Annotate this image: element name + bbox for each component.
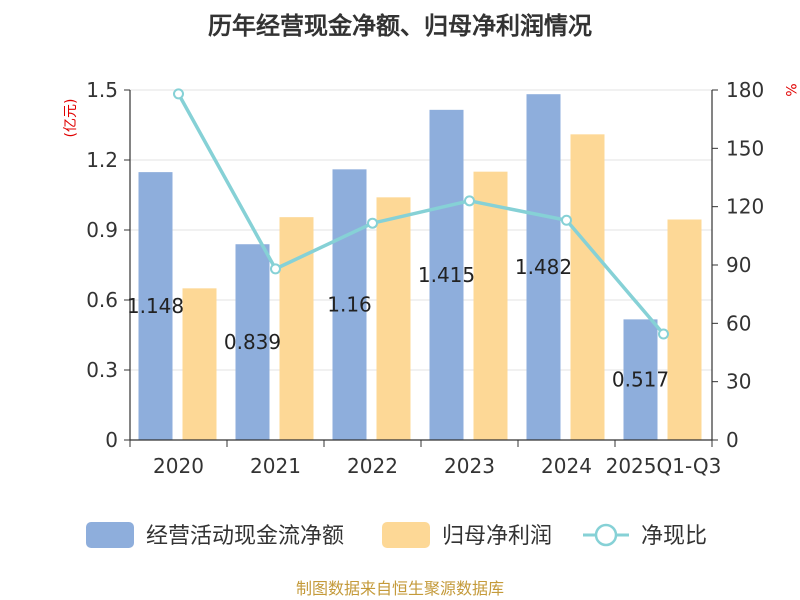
bar-value-label: 1.16 — [327, 293, 372, 317]
bar — [667, 219, 702, 440]
bar — [182, 288, 217, 440]
bar — [376, 197, 411, 440]
bar-value-label: 1.148 — [127, 294, 184, 318]
bar — [332, 169, 367, 441]
bar — [473, 171, 508, 440]
chart-title: 历年经营现金净额、归母净利润情况 — [208, 12, 592, 40]
x-tick-label: 2025Q1-Q3 — [606, 454, 722, 478]
left-tick-label: 0.6 — [86, 288, 118, 312]
right-tick-label: 30 — [726, 370, 751, 394]
ratio-line — [173, 88, 669, 340]
x-tick-label: 2024 — [541, 454, 592, 478]
bar-value-label: 1.415 — [418, 263, 475, 287]
legend-label-cashflow: 经营活动现金流净额 — [146, 524, 344, 549]
x-tick-label: 2020 — [153, 454, 204, 478]
ratio-point — [561, 214, 572, 226]
axes — [124, 89, 718, 447]
legend-label-ratio: 净现比 — [641, 524, 707, 549]
source-note: 制图数据来自恒生聚源数据库 — [296, 579, 504, 598]
ratio-point — [367, 217, 378, 229]
ratio-point — [658, 328, 669, 340]
bar — [623, 319, 658, 440]
x-tick-label: 2022 — [347, 454, 398, 478]
legend-swatch-cashflow — [86, 522, 134, 548]
tick-labels: 0 0.3 0.6 0.9 1.2 1.5 0 30 60 90 120 150 180 2020 2021… — [86, 78, 764, 478]
bar-value-label: 0.517 — [612, 368, 669, 392]
legend-swatch-profit — [382, 522, 430, 548]
bars — [138, 94, 702, 441]
left-tick-label: 1.2 — [86, 148, 118, 172]
ratio-point — [270, 263, 281, 275]
bar — [429, 109, 464, 440]
bar — [279, 217, 314, 440]
right-tick-label: 150 — [726, 136, 764, 160]
bar — [138, 172, 173, 440]
legend: 经营活动现金流净额 归母净利润 净现比 — [86, 522, 707, 549]
bar — [235, 244, 270, 440]
gridlines — [130, 89, 712, 371]
legend-label-profit: 归母净利润 — [442, 524, 552, 549]
left-axis-unit: (亿元) — [63, 99, 79, 138]
left-tick-label: 0.9 — [86, 218, 118, 242]
bar — [570, 134, 605, 441]
left-tick-label: 0.3 — [86, 358, 118, 382]
right-tick-label: 60 — [726, 311, 751, 335]
bar-value-label: 0.839 — [224, 330, 281, 354]
bar-labels: 1.148 0.839 1.16 1.415 1.482 0.517 — [127, 255, 669, 392]
x-tick-label: 2023 — [444, 454, 495, 478]
ratio-line-path — [176, 93, 665, 336]
left-tick-label: 1.5 — [86, 78, 118, 102]
left-tick-label: 0 — [105, 428, 118, 452]
right-tick-label: 180 — [726, 78, 764, 102]
right-tick-label: 120 — [726, 195, 764, 219]
x-tick-label: 2021 — [250, 454, 301, 478]
ratio-point — [464, 195, 475, 207]
legend-marker-ratio — [594, 523, 618, 547]
right-axis-unit: % — [782, 83, 798, 96]
ratio-point — [173, 88, 184, 100]
bar-value-label: 1.482 — [515, 255, 572, 279]
right-tick-label: 0 — [726, 428, 739, 452]
right-tick-label: 90 — [726, 253, 751, 277]
bar — [526, 94, 561, 440]
